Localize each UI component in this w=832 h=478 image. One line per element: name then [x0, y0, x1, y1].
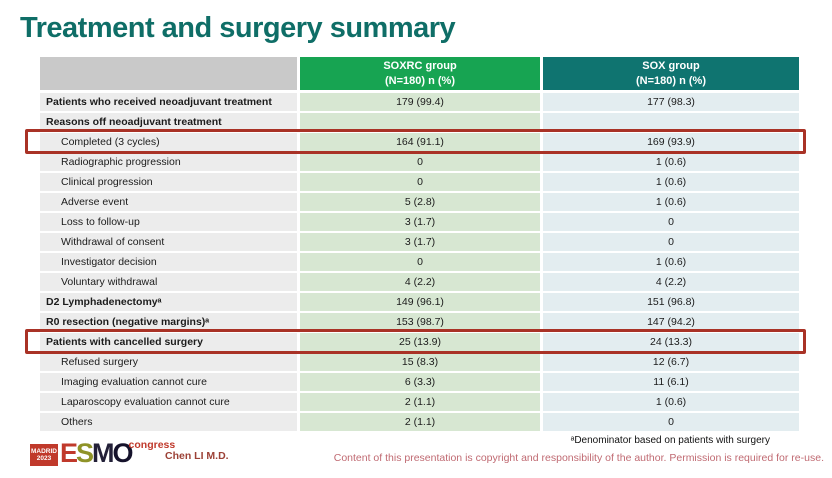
soxrc-value: 179 (99.4)	[300, 93, 540, 111]
sox-value: 12 (6.7)	[543, 353, 799, 371]
badge-year: 2023	[36, 455, 52, 462]
sox-value: 1 (0.6)	[543, 253, 799, 271]
page-title: Treatment and surgery summary	[20, 12, 456, 44]
soxrc-value: 15 (8.3)	[300, 353, 540, 371]
table-body: Patients who received neoadjuvant treatm…	[25, 93, 806, 431]
sox-value: 0	[543, 213, 799, 231]
table-row: R0 resection (negative margins)ᵃ 153 (98.…	[40, 313, 799, 331]
soxrc-value: 6 (3.3)	[300, 373, 540, 391]
copyright-notice: Content of this presentation is copyrigh…	[333, 452, 824, 464]
table-row: Adverse event 5 (2.8) 1 (0.6)	[40, 193, 799, 211]
sox-value: 169 (93.9)	[543, 133, 799, 151]
soxrc-value: 0	[300, 173, 540, 191]
sox-value: 0	[543, 233, 799, 251]
table-row: Investigator decision 0 1 (0.6)	[40, 253, 799, 271]
sox-value: 1 (0.6)	[543, 393, 799, 411]
sox-group-name: SOX group	[642, 60, 700, 73]
esmo-wordmark: ESMO	[60, 438, 134, 468]
row-label: Loss to follow-up	[40, 213, 297, 231]
table-row: Voluntary withdrawal 4 (2.2) 4 (2.2)	[40, 273, 799, 291]
soxrc-value: 164 (91.1)	[300, 133, 540, 151]
esmo-letter-m: M	[92, 438, 114, 468]
sox-value: 1 (0.6)	[543, 153, 799, 171]
row-label: Reasons off neoadjuvant treatment	[40, 113, 297, 131]
author-name: Chen LI M.D.	[165, 450, 229, 462]
esmo-letter-e: E	[60, 438, 78, 468]
row-label: Withdrawal of consent	[40, 233, 297, 251]
madrid-2023-badge: MADRID 2023	[30, 444, 58, 466]
soxrc-group-name: SOXRC group	[383, 60, 457, 73]
soxrc-value: 2 (1.1)	[300, 413, 540, 431]
row-label: R0 resection (negative margins)ᵃ	[40, 313, 297, 331]
sox-value: 1 (0.6)	[543, 193, 799, 211]
header-cell-label	[40, 57, 297, 90]
row-label: Imaging evaluation cannot cure	[40, 373, 297, 391]
table-row: Laparoscopy evaluation cannot cure 2 (1.1…	[40, 393, 799, 411]
soxrc-value: 153 (98.7)	[300, 313, 540, 331]
soxrc-value: 0	[300, 253, 540, 271]
table-row: Imaging evaluation cannot cure 6 (3.3) 11 …	[40, 373, 799, 391]
row-label: Patients with cancelled surgery	[40, 333, 297, 351]
sox-value: 4 (2.2)	[543, 273, 799, 291]
sox-value: 11 (6.1)	[543, 373, 799, 391]
soxrc-value: 3 (1.7)	[300, 233, 540, 251]
sox-value: 151 (96.8)	[543, 293, 799, 311]
table-row: Patients who received neoadjuvant treatm…	[40, 93, 799, 111]
table-row: Loss to follow-up 3 (1.7) 0	[40, 213, 799, 231]
table-row: Patients with cancelled surgery 25 (13.9)…	[25, 329, 806, 354]
soxrc-value: 25 (13.9)	[300, 333, 540, 351]
row-label: Voluntary withdrawal	[40, 273, 297, 291]
sox-value: 177 (98.3)	[543, 93, 799, 111]
soxrc-value: 2 (1.1)	[300, 393, 540, 411]
row-label: Completed (3 cycles)	[40, 133, 297, 151]
table-header-row: SOXRC group (N=180) n (%) SOX group (N=1…	[40, 57, 799, 90]
sox-value	[543, 113, 799, 131]
row-label: Adverse event	[40, 193, 297, 211]
row-label: D2 Lymphadenectomyᵃ	[40, 293, 297, 311]
header-cell-sox: SOX group (N=180) n (%)	[543, 57, 799, 90]
header-cell-soxrc: SOXRC group (N=180) n (%)	[300, 57, 540, 90]
sox-value: 0	[543, 413, 799, 431]
row-label: Radiographic progression	[40, 153, 297, 171]
table-footnote: ᵃDenominator based on patients with surg…	[570, 435, 770, 446]
soxrc-value: 3 (1.7)	[300, 213, 540, 231]
congress-label: congress	[128, 439, 176, 451]
esmo-congress-logo: MADRID 2023 ESMO congress	[30, 437, 175, 467]
soxrc-value: 5 (2.8)	[300, 193, 540, 211]
sox-value: 24 (13.3)	[543, 333, 799, 351]
table-row: Reasons off neoadjuvant treatment	[40, 113, 799, 131]
soxrc-value: 4 (2.2)	[300, 273, 540, 291]
sox-group-sub: (N=180) n (%)	[636, 74, 706, 87]
soxrc-group-sub: (N=180) n (%)	[385, 74, 455, 87]
row-label: Others	[40, 413, 297, 431]
sox-value: 1 (0.6)	[543, 173, 799, 191]
row-label: Investigator decision	[40, 253, 297, 271]
row-label: Refused surgery	[40, 353, 297, 371]
sox-value: 147 (94.2)	[543, 313, 799, 331]
badge-city: MADRID	[31, 447, 57, 455]
row-label: Clinical progression	[40, 173, 297, 191]
soxrc-value: 0	[300, 153, 540, 171]
table-row: Clinical progression 0 1 (0.6)	[40, 173, 799, 191]
esmo-letter-o: O	[112, 438, 134, 468]
table-row: Refused surgery 15 (8.3) 12 (6.7)	[40, 353, 799, 371]
summary-table: SOXRC group (N=180) n (%) SOX group (N=1…	[25, 57, 806, 433]
table-row: Others 2 (1.1) 0	[40, 413, 799, 431]
row-label: Patients who received neoadjuvant treatm…	[40, 93, 297, 111]
soxrc-value	[300, 113, 540, 131]
table-row: D2 Lymphadenectomyᵃ 149 (96.1) 151 (96.8)	[40, 293, 799, 311]
soxrc-value: 149 (96.1)	[300, 293, 540, 311]
table-row: Completed (3 cycles) 164 (91.1) 169 (93.9)	[25, 129, 806, 154]
table-row: Withdrawal of consent 3 (1.7) 0	[40, 233, 799, 251]
table-row: Radiographic progression 0 1 (0.6)	[40, 153, 799, 171]
row-label: Laparoscopy evaluation cannot cure	[40, 393, 297, 411]
esmo-letter-s: S	[76, 438, 94, 468]
